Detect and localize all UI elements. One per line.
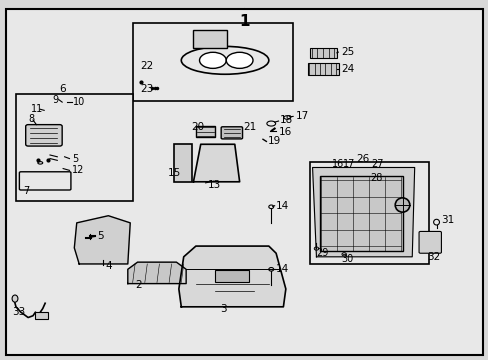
Text: 29: 29 <box>316 248 328 258</box>
Text: 14: 14 <box>276 201 289 211</box>
Text: 5: 5 <box>72 154 78 163</box>
Text: 21: 21 <box>243 122 256 132</box>
Bar <box>309 48 336 58</box>
Polygon shape <box>179 246 285 307</box>
Bar <box>132 23 292 102</box>
Text: 23: 23 <box>140 84 153 94</box>
Text: 20: 20 <box>191 122 203 132</box>
Text: 6: 6 <box>60 84 66 94</box>
Polygon shape <box>312 167 414 257</box>
Polygon shape <box>74 216 130 264</box>
Text: 7: 7 <box>23 186 29 196</box>
FancyBboxPatch shape <box>221 127 242 139</box>
Polygon shape <box>193 144 239 182</box>
Ellipse shape <box>199 52 226 68</box>
Bar <box>16 94 132 202</box>
Bar <box>307 63 339 75</box>
Text: 27: 27 <box>370 159 383 169</box>
Text: 12: 12 <box>72 165 84 175</box>
Text: 18: 18 <box>280 115 293 125</box>
Ellipse shape <box>394 198 409 212</box>
Text: 16: 16 <box>331 159 344 169</box>
Text: 2: 2 <box>135 280 142 291</box>
Bar <box>309 162 428 264</box>
Text: 8: 8 <box>29 113 35 123</box>
Ellipse shape <box>12 295 18 302</box>
Bar <box>319 176 402 251</box>
Text: 31: 31 <box>441 215 454 225</box>
Text: 32: 32 <box>426 252 439 262</box>
Text: 15: 15 <box>168 168 181 178</box>
Text: 33: 33 <box>12 307 25 317</box>
Text: 13: 13 <box>207 180 221 190</box>
FancyBboxPatch shape <box>418 231 441 253</box>
Text: 25: 25 <box>340 47 353 57</box>
Text: 9: 9 <box>52 95 59 105</box>
Text: 28: 28 <box>369 173 382 183</box>
Text: 3: 3 <box>220 304 226 314</box>
Text: 22: 22 <box>140 61 153 71</box>
Text: 17: 17 <box>343 159 355 169</box>
Text: 19: 19 <box>267 136 281 147</box>
Text: 5: 5 <box>97 231 103 242</box>
Text: 11: 11 <box>30 104 43 114</box>
Text: 17: 17 <box>295 111 308 121</box>
Bar <box>215 270 249 282</box>
Bar <box>196 126 215 137</box>
Text: 4: 4 <box>106 261 112 271</box>
Ellipse shape <box>226 52 252 68</box>
Bar <box>35 312 47 319</box>
Text: 1: 1 <box>239 14 249 29</box>
Bar <box>174 144 192 182</box>
Text: 16: 16 <box>278 127 291 137</box>
FancyBboxPatch shape <box>26 125 62 146</box>
Polygon shape <box>127 262 186 284</box>
Text: 26: 26 <box>356 154 369 164</box>
Text: 10: 10 <box>73 97 85 107</box>
Text: 30: 30 <box>341 254 353 264</box>
Text: 24: 24 <box>340 64 353 74</box>
Bar <box>193 30 227 48</box>
Text: 14: 14 <box>276 264 289 274</box>
